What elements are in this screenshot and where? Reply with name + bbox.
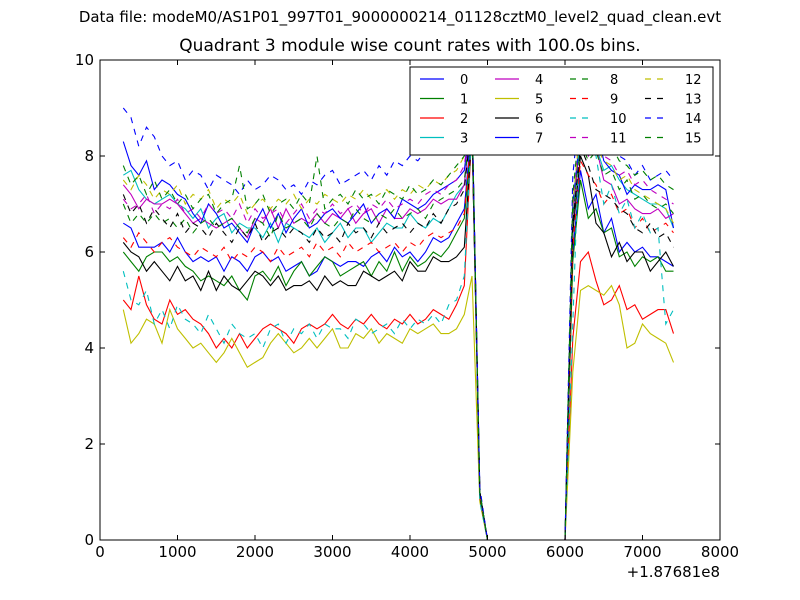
y-tick-label: 10 xyxy=(75,51,94,69)
legend-label-14: 14 xyxy=(685,112,702,127)
legend-label-8: 8 xyxy=(610,73,618,88)
legend-label-4: 4 xyxy=(535,73,543,88)
legend-label-0: 0 xyxy=(460,73,468,88)
series-line-15 xyxy=(122,107,674,541)
y-tick-label: 8 xyxy=(84,147,94,165)
series-line-2 xyxy=(122,127,675,541)
x-tick-label: 6000 xyxy=(546,543,584,561)
legend-label-13: 13 xyxy=(685,93,702,108)
x-tick-label: 4000 xyxy=(391,543,429,561)
series-line-12 xyxy=(122,107,674,541)
series-line-0 xyxy=(123,122,674,541)
x-tick-label: 5000 xyxy=(468,543,506,561)
legend-label-12: 12 xyxy=(685,73,702,88)
y-tick-label: 6 xyxy=(84,243,94,261)
series-line-14 xyxy=(122,96,674,541)
legend-label-7: 7 xyxy=(535,132,543,147)
series-line-6 xyxy=(122,131,674,541)
figure-suptitle: Data file: modeM0/AS1P01_997T01_90000002… xyxy=(78,8,722,26)
legend-label-15: 15 xyxy=(685,132,702,147)
x-tick-label: 0 xyxy=(95,543,105,561)
legend-label-9: 9 xyxy=(610,93,618,108)
x-offset-label: +1.87681e8 xyxy=(627,563,720,581)
series-line-10 xyxy=(122,98,674,541)
legend-label-10: 10 xyxy=(610,112,627,127)
legend-label-6: 6 xyxy=(535,112,543,127)
series-line-1 xyxy=(122,131,674,541)
x-tick-label: 2000 xyxy=(236,543,274,561)
legend-label-1: 1 xyxy=(460,93,468,108)
y-tick-label: 0 xyxy=(84,531,94,549)
x-tick-label: 7000 xyxy=(623,543,661,561)
series-line-13 xyxy=(122,117,674,541)
legend-label-11: 11 xyxy=(610,132,627,147)
legend-label-5: 5 xyxy=(535,93,543,108)
series-line-5 xyxy=(122,275,675,541)
series-line-9 xyxy=(122,127,674,541)
legend-box xyxy=(409,66,714,156)
x-tick-label: 1000 xyxy=(158,543,196,561)
series-line-11 xyxy=(122,107,674,541)
y-tick-label: 2 xyxy=(84,435,94,453)
x-tick-label: 8000 xyxy=(701,543,739,561)
series-line-8 xyxy=(122,117,674,541)
chart-title: Quadrant 3 module wise count rates with … xyxy=(179,36,641,56)
legend-label-2: 2 xyxy=(460,112,468,127)
series-line-3 xyxy=(123,107,675,541)
x-tick-label: 3000 xyxy=(313,543,351,561)
series-line-7 xyxy=(122,107,675,541)
legend-label-3: 3 xyxy=(460,132,468,147)
y-tick-label: 4 xyxy=(84,339,94,357)
